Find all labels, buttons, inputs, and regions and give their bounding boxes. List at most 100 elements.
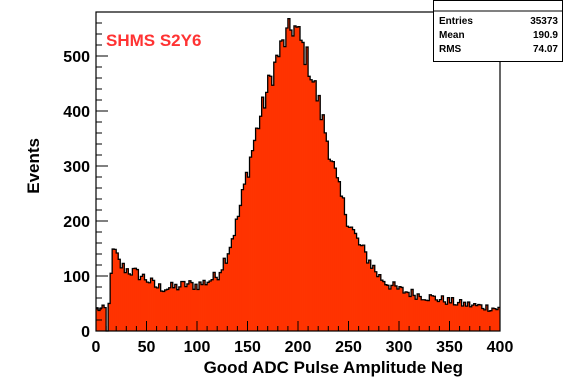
- histogram-bin: [334, 168, 337, 331]
- histogram-bin: [384, 284, 388, 331]
- histogram-bin: [413, 295, 416, 331]
- y-tick-label: 200: [63, 214, 90, 231]
- histogram-bin: [497, 307, 501, 331]
- histogram-bin: [340, 196, 343, 331]
- x-tick-label: 0: [92, 339, 101, 356]
- histogram-bin: [324, 132, 327, 331]
- histogram-bin: [352, 229, 355, 331]
- histogram-bin: [233, 235, 236, 331]
- histogram-bin: [318, 95, 321, 331]
- histogram-bars: [96, 18, 501, 332]
- histogram-bin: [481, 308, 485, 331]
- histogram-bin: [295, 27, 299, 331]
- histogram-bin: [291, 35, 295, 332]
- histogram-bin: [102, 305, 105, 331]
- histogram-bin: [257, 128, 261, 331]
- histogram-bin: [344, 214, 347, 331]
- histogram-bin: [425, 300, 428, 331]
- histogram-bin: [376, 276, 380, 331]
- histogram-bin: [283, 46, 287, 331]
- histogram-bin: [320, 119, 323, 332]
- histogram-bin: [277, 56, 281, 332]
- histogram-bin: [453, 304, 456, 331]
- histogram-bin: [100, 307, 103, 331]
- histogram-bin: [114, 249, 117, 331]
- histogram-bin: [330, 161, 333, 331]
- histogram-bin: [374, 271, 378, 331]
- histogram-bin: [451, 297, 454, 331]
- histogram-bin: [158, 283, 162, 331]
- histogram-bin: [388, 289, 392, 331]
- histogram-bin: [310, 79, 313, 331]
- histogram-bin: [302, 42, 305, 332]
- histogram-bin: [259, 116, 263, 331]
- histogram-bin: [328, 159, 331, 331]
- histogram-bin: [199, 282, 202, 331]
- histogram-bin: [407, 292, 410, 331]
- histogram-bin: [247, 177, 250, 331]
- histogram-bin: [463, 302, 467, 331]
- histogram-bin: [132, 268, 135, 331]
- histogram-bin: [338, 181, 341, 331]
- histogram-bin: [441, 295, 444, 331]
- histogram-bin: [293, 25, 297, 332]
- stats-entries-label: Entries: [439, 16, 473, 27]
- histogram-bin: [475, 305, 479, 331]
- histogram-bin: [435, 299, 438, 331]
- histogram-bin: [445, 304, 448, 331]
- histogram-bin: [192, 289, 196, 331]
- histogram-bin: [166, 289, 170, 331]
- histogram-bin: [251, 150, 254, 331]
- histogram-bin: [483, 309, 487, 331]
- histogram-bin: [148, 282, 151, 331]
- histogram-bin: [308, 76, 311, 331]
- histogram-bin: [184, 286, 188, 331]
- histogram-bin: [211, 279, 214, 331]
- histogram-bin: [437, 301, 440, 331]
- histogram-bin: [154, 287, 157, 331]
- histogram-bin: [350, 227, 353, 331]
- stats-mean-value: 190.9: [533, 30, 558, 41]
- y-tick-label: 400: [63, 104, 90, 121]
- histogram-bin: [316, 100, 319, 331]
- histogram-bin: [265, 92, 269, 332]
- histogram-bin: [487, 311, 491, 331]
- histogram-bin: [469, 306, 473, 331]
- histogram-bin: [188, 280, 192, 331]
- histogram-label: SHMS S2Y6: [106, 31, 201, 50]
- histogram-bin: [465, 306, 469, 331]
- histogram-bin: [96, 307, 99, 331]
- histogram-bin: [219, 272, 222, 331]
- histogram-bin: [172, 287, 176, 331]
- histogram-bin: [382, 281, 386, 331]
- y-tick-label: 500: [63, 49, 90, 66]
- histogram-bin: [207, 282, 210, 331]
- histogram-bin: [168, 287, 172, 331]
- histogram-bin: [370, 268, 374, 331]
- histogram-bin: [140, 276, 143, 331]
- histogram-bin: [368, 260, 372, 331]
- histogram-bin: [144, 279, 147, 331]
- histogram-bin: [152, 280, 155, 331]
- y-axis-title: Events: [24, 138, 43, 194]
- histogram-bin: [491, 308, 495, 331]
- histogram-bin: [287, 18, 291, 331]
- x-tick-label: 150: [234, 339, 261, 356]
- histogram-bin: [405, 291, 408, 331]
- histogram-bin: [479, 304, 483, 331]
- histogram-bin: [366, 263, 370, 331]
- stats-rms-value: 74.07: [533, 44, 558, 55]
- histogram-bin: [392, 281, 396, 331]
- histogram-bin: [142, 274, 145, 331]
- histogram-bin: [197, 289, 200, 331]
- histogram-bin: [128, 273, 131, 331]
- histogram-bin: [162, 291, 166, 331]
- histogram-bin: [98, 310, 101, 331]
- y-tick-label: 300: [63, 159, 90, 176]
- histogram-bin: [203, 280, 206, 331]
- histogram-bin: [116, 252, 119, 331]
- histogram-bin: [467, 302, 471, 331]
- histogram-bin: [455, 305, 458, 331]
- histogram-bin: [298, 26, 301, 331]
- histogram-bin: [431, 295, 434, 331]
